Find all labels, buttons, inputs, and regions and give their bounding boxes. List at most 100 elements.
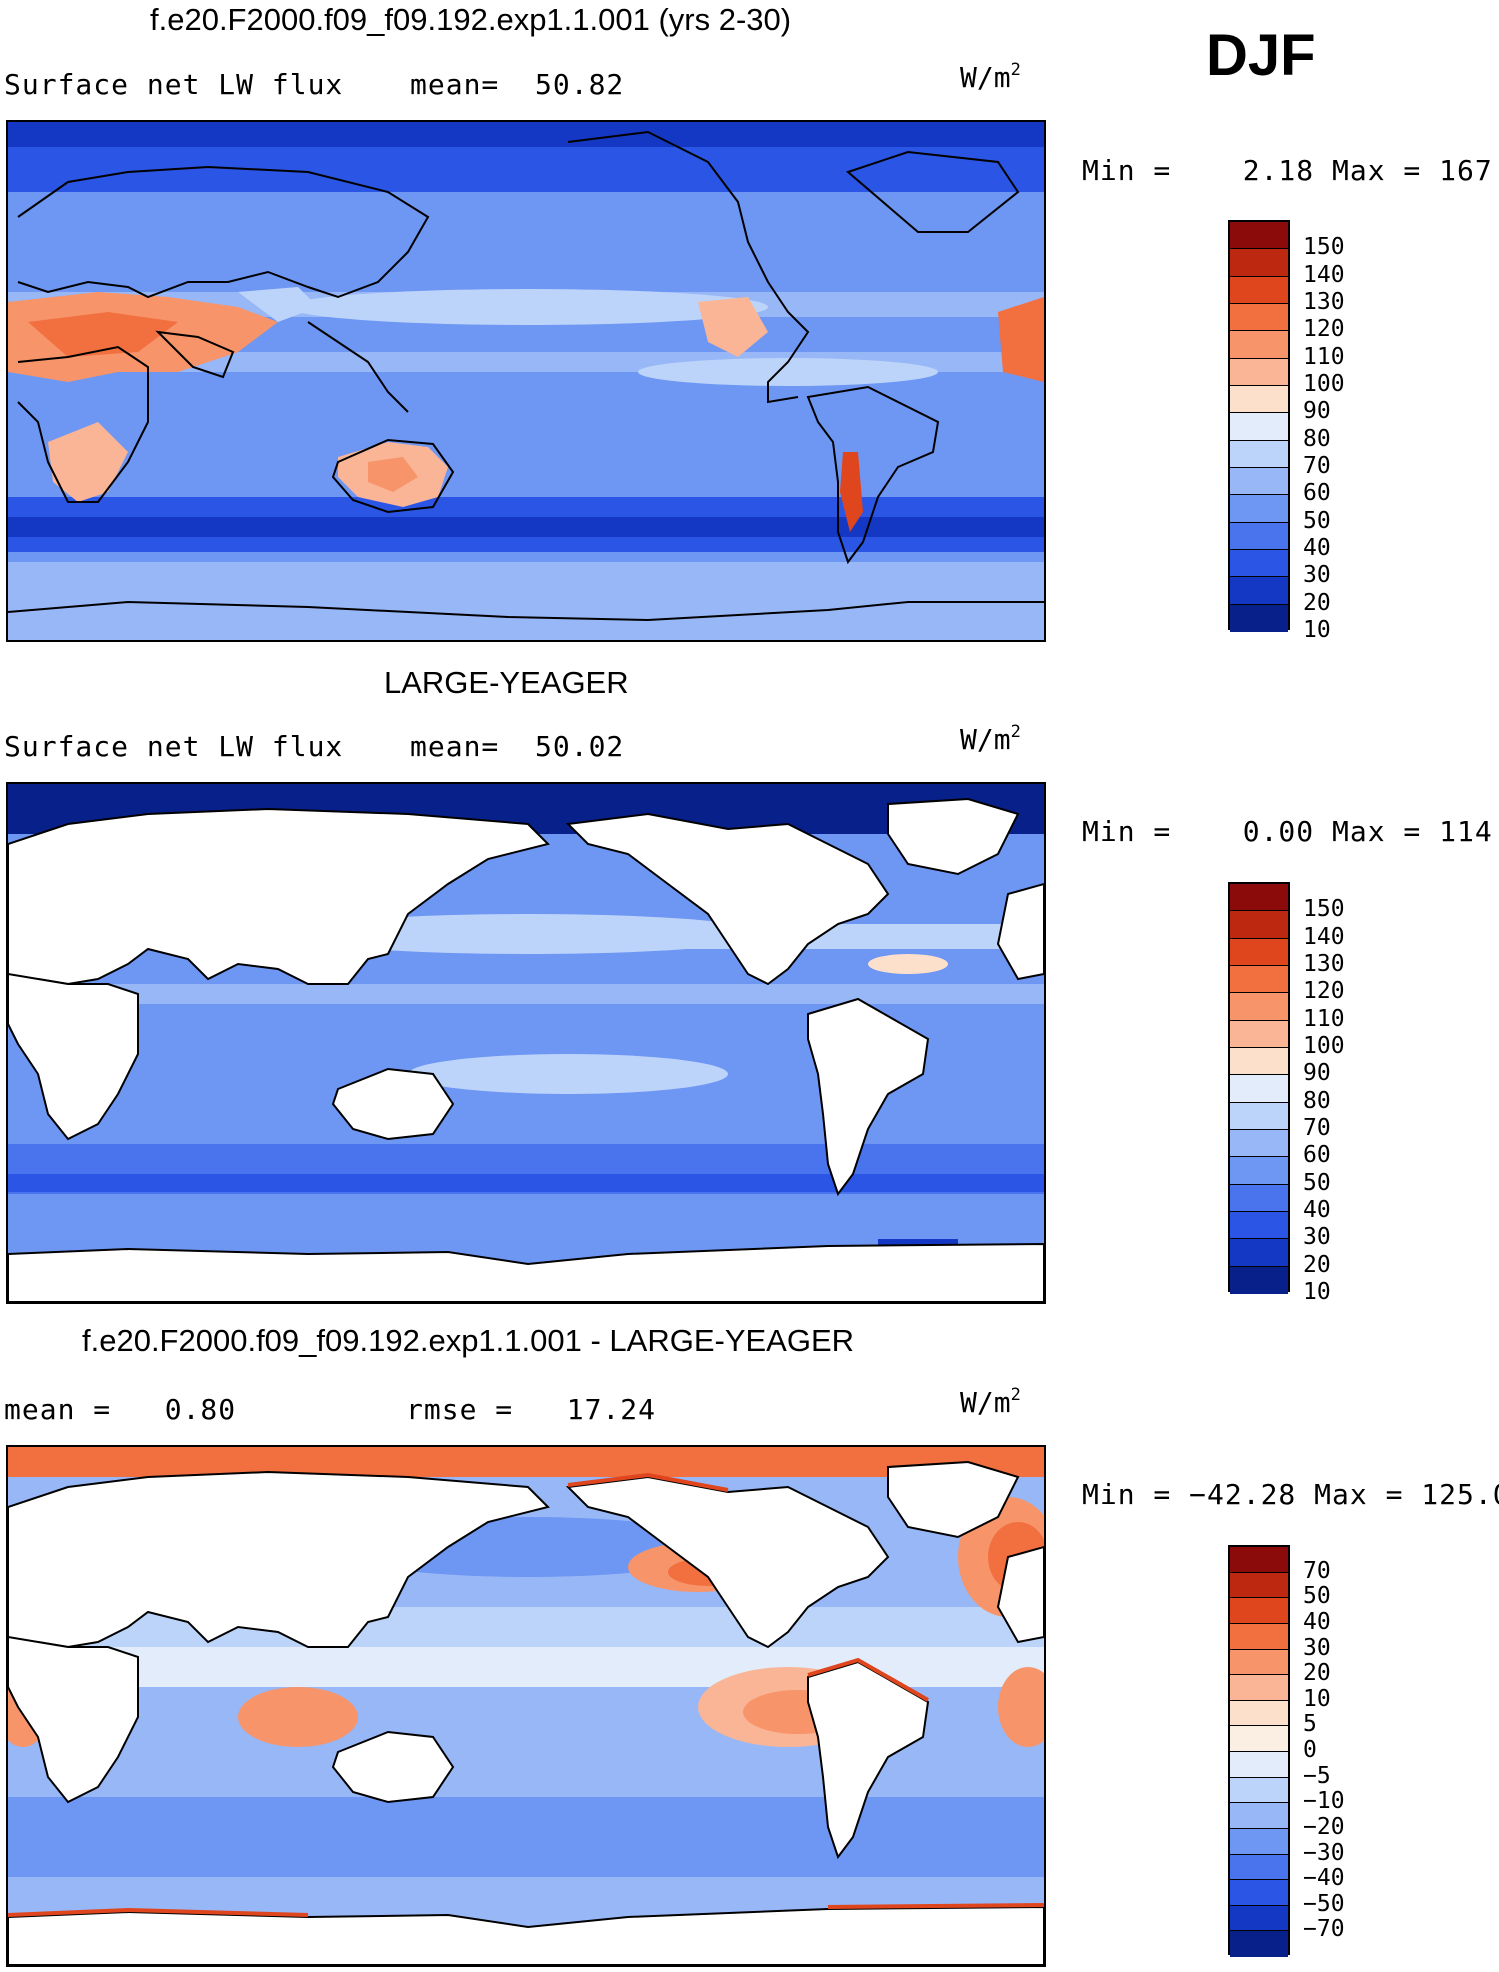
colorbar-tick-label: 120	[1303, 316, 1345, 343]
colorbar-tick-label: 140	[1303, 261, 1345, 288]
colorbar-tick-label: 70	[1303, 1557, 1331, 1584]
colorbar-tick-label: 80	[1303, 1087, 1331, 1114]
colorbar-segment	[1230, 1752, 1288, 1778]
colorbar-tick-label: 140	[1303, 923, 1345, 950]
panel-1-units: W/m2	[960, 60, 1021, 94]
panel-1-map	[6, 120, 1046, 642]
colorbar-segment	[1230, 1211, 1288, 1240]
colorbar-tick-label: 5	[1303, 1711, 1317, 1738]
colorbar-tick-label: −20	[1303, 1813, 1345, 1840]
colorbar-segment	[1230, 1266, 1288, 1294]
colorbar-tick-label: −30	[1303, 1839, 1345, 1866]
panel-3-colorbar	[1228, 1545, 1290, 1957]
colorbar-segment	[1230, 440, 1288, 468]
colorbar-tick-label: 10	[1303, 1685, 1331, 1712]
colorbar-segment	[1230, 1803, 1288, 1829]
colorbar-tick-label: 150	[1303, 896, 1345, 923]
colorbar-segment	[1230, 1854, 1288, 1881]
colorbar-segment	[1230, 1623, 1288, 1650]
colorbar-tick-label: 60	[1303, 1142, 1331, 1169]
panel-1-minmax: Min = 2.18 Max = 167.49	[1082, 154, 1499, 187]
colorbar-segment	[1230, 1931, 1288, 1957]
colorbar-segment	[1230, 1649, 1288, 1676]
colorbar-tick-label: 80	[1303, 425, 1331, 452]
panel-1-map-svg	[8, 122, 1044, 640]
colorbar-segment	[1230, 938, 1288, 966]
colorbar-segment	[1230, 249, 1288, 277]
colorbar-segment	[1230, 522, 1288, 550]
colorbar-tick-label: 50	[1303, 1169, 1331, 1196]
colorbar-tick-label: 110	[1303, 1005, 1345, 1032]
colorbar-segment	[1230, 413, 1288, 441]
colorbar-segment	[1230, 965, 1288, 994]
colorbar-segment	[1230, 1675, 1288, 1701]
colorbar-segment	[1230, 385, 1288, 414]
colorbar-segment	[1230, 495, 1288, 523]
colorbar-segment	[1230, 1726, 1288, 1752]
colorbar-segment	[1230, 1102, 1288, 1130]
colorbar-tick-label: 40	[1303, 535, 1331, 561]
colorbar-tick-label: 60	[1303, 480, 1331, 507]
colorbar-tick-label: 120	[1303, 978, 1345, 1005]
colorbar-tick-label: 10	[1303, 617, 1331, 643]
panel-3-map	[6, 1445, 1046, 1967]
colorbar-segment	[1230, 358, 1288, 386]
colorbar-segment	[1230, 1572, 1288, 1599]
panel-2-minmax: Min = 0.00 Max = 114.48	[1082, 815, 1499, 848]
colorbar-segment	[1230, 577, 1288, 605]
panel-1-mean-label: mean= 50.82	[410, 68, 625, 101]
colorbar-tick-label: −40	[1303, 1865, 1345, 1892]
colorbar-segment	[1230, 222, 1288, 250]
colorbar-segment	[1230, 993, 1288, 1021]
colorbar-segment	[1230, 1777, 1288, 1804]
colorbar-tick-label: 110	[1303, 343, 1345, 370]
colorbar-segment	[1230, 1020, 1288, 1048]
colorbar-tick-label: 130	[1303, 951, 1345, 977]
colorbar-tick-label: 30	[1303, 1224, 1331, 1251]
colorbar-tick-label: 70	[1303, 1115, 1331, 1141]
panel-2-colorbar	[1228, 882, 1290, 1294]
colorbar-tick-label: 90	[1303, 398, 1331, 425]
colorbar-segment	[1230, 1828, 1288, 1855]
colorbar-tick-label: 130	[1303, 289, 1345, 315]
colorbar-tick-label: 40	[1303, 1608, 1331, 1635]
colorbar-segment	[1230, 1157, 1288, 1185]
panel-2-mean-label: mean= 50.02	[410, 730, 625, 763]
colorbar-segment	[1230, 911, 1288, 939]
colorbar-segment	[1230, 1880, 1288, 1906]
panel-3-rmse-label: rmse = 17.24	[406, 1393, 657, 1426]
colorbar-segment	[1230, 549, 1288, 578]
colorbar-segment	[1230, 1129, 1288, 1158]
colorbar-segment	[1230, 276, 1288, 304]
colorbar-segment	[1230, 1700, 1288, 1727]
panel-1-variable-label: Surface net LW flux	[4, 68, 344, 101]
colorbar-segment	[1230, 1905, 1288, 1932]
colorbar-segment	[1230, 1547, 1288, 1573]
colorbar-tick-label: 20	[1303, 1660, 1331, 1687]
colorbar-tick-label: 30	[1303, 562, 1331, 589]
colorbar-tick-label: 30	[1303, 1634, 1331, 1661]
panel-1-colorbar	[1228, 220, 1290, 632]
colorbar-tick-label: 40	[1303, 1197, 1331, 1223]
panel-3-title: f.e20.F2000.f09_f09.192.exp1.1.001 - LAR…	[82, 1323, 855, 1358]
panel-2-variable-label: Surface net LW flux	[4, 730, 344, 763]
panel-2-map-svg	[8, 784, 1044, 1302]
colorbar-tick-label: 150	[1303, 234, 1345, 261]
colorbar-tick-label: 100	[1303, 371, 1345, 397]
colorbar-tick-label: 50	[1303, 507, 1331, 534]
panel-3-mean-label: mean = 0.80	[4, 1393, 237, 1426]
colorbar-segment	[1230, 604, 1288, 632]
panel-3-minmax: Min = −42.28 Max = 125.01	[1082, 1478, 1499, 1511]
colorbar-tick-label: −10	[1303, 1788, 1345, 1815]
colorbar-segment	[1230, 884, 1288, 912]
colorbar-segment	[1230, 1184, 1288, 1212]
season-label: DJF	[1206, 23, 1316, 88]
panel-3-units: W/m2	[960, 1385, 1021, 1419]
colorbar-segment	[1230, 1598, 1288, 1624]
colorbar-segment	[1230, 1047, 1288, 1076]
colorbar-segment	[1230, 331, 1288, 359]
colorbar-tick-label: 90	[1303, 1060, 1331, 1087]
colorbar-tick-label: 70	[1303, 453, 1331, 479]
colorbar-tick-label: 50	[1303, 1583, 1331, 1610]
colorbar-tick-label: −5	[1303, 1762, 1331, 1789]
